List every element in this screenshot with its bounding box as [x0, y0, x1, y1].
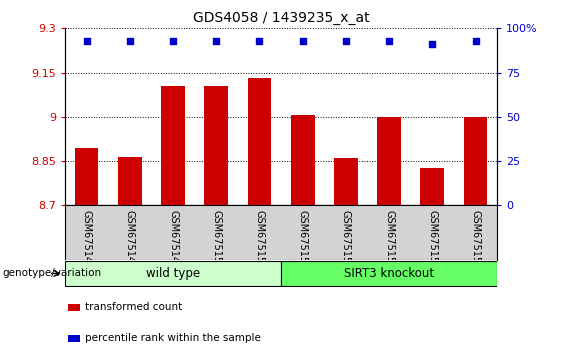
Text: GSM675153: GSM675153 — [341, 210, 351, 269]
Bar — [334, 158, 358, 205]
Point — [125, 38, 134, 44]
Text: percentile rank within the sample: percentile rank within the sample — [85, 333, 260, 343]
Bar — [65, 261, 281, 286]
Bar — [118, 157, 142, 205]
Text: transformed count: transformed count — [85, 302, 182, 312]
Bar — [247, 79, 271, 205]
Point — [385, 38, 394, 44]
Point — [298, 38, 307, 44]
Point — [255, 38, 264, 44]
Text: GSM675150: GSM675150 — [211, 210, 221, 269]
Bar — [377, 117, 401, 205]
Point — [341, 38, 350, 44]
Text: genotype/variation: genotype/variation — [3, 268, 102, 279]
Text: GSM675147: GSM675147 — [81, 210, 92, 269]
Bar — [68, 303, 80, 311]
Text: GSM675154: GSM675154 — [384, 210, 394, 269]
Bar — [464, 117, 488, 205]
Text: GSM675155: GSM675155 — [427, 210, 437, 269]
Bar — [205, 86, 228, 205]
Bar — [75, 148, 98, 205]
Bar — [68, 335, 80, 342]
Point — [471, 38, 480, 44]
Text: GSM675149: GSM675149 — [168, 210, 178, 269]
Text: GSM675156: GSM675156 — [471, 210, 481, 269]
Title: GDS4058 / 1439235_x_at: GDS4058 / 1439235_x_at — [193, 11, 370, 24]
Point — [212, 38, 221, 44]
Bar — [161, 86, 185, 205]
Point — [82, 38, 91, 44]
Text: SIRT3 knockout: SIRT3 knockout — [344, 267, 434, 280]
Bar — [281, 261, 497, 286]
Point — [168, 38, 177, 44]
Text: GSM675151: GSM675151 — [254, 210, 264, 269]
Text: GSM675152: GSM675152 — [298, 210, 308, 269]
Text: wild type: wild type — [146, 267, 200, 280]
Bar — [291, 115, 315, 205]
Text: GSM675148: GSM675148 — [125, 210, 135, 269]
Bar — [420, 169, 444, 205]
Point — [428, 41, 437, 47]
